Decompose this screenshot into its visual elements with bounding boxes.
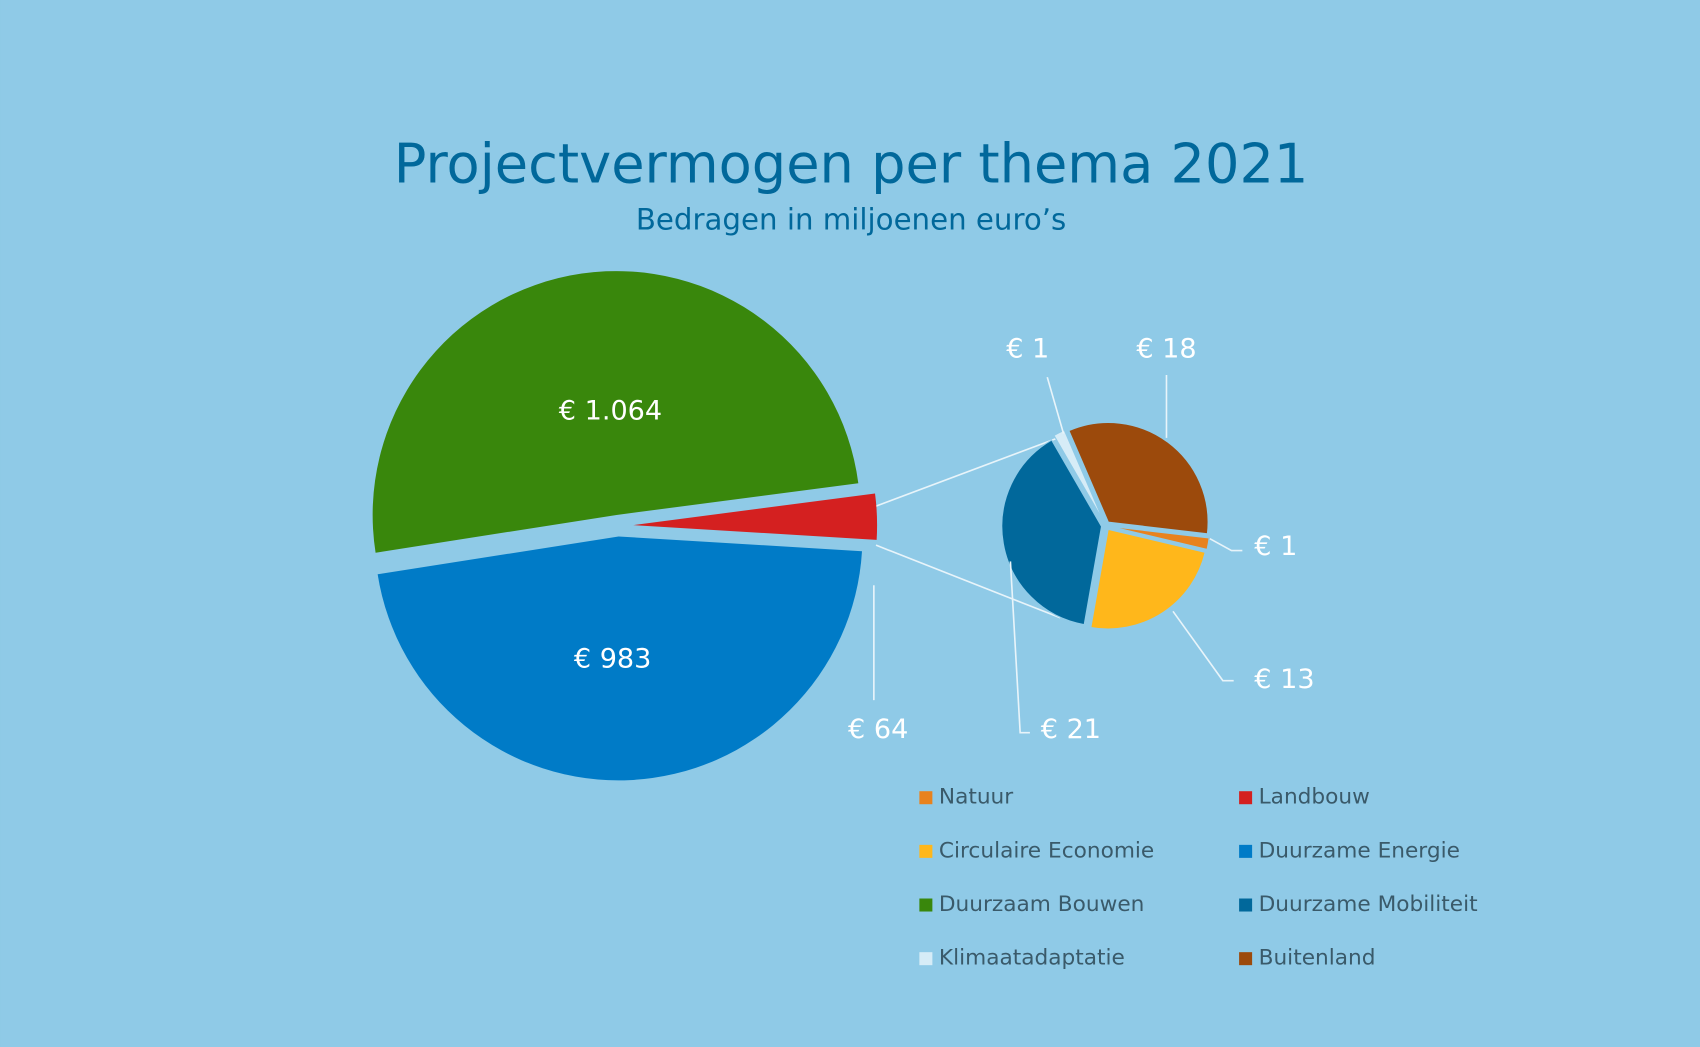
leader-line [1172, 610, 1234, 682]
pie-slice [377, 536, 862, 781]
legend-swatch [1239, 952, 1253, 966]
legend-label: Klimaatadaptatie [939, 946, 1125, 971]
leader-line [1209, 537, 1243, 552]
leader-line [1046, 376, 1065, 434]
legend-label: Landbouw [1259, 785, 1370, 810]
value-label: € 13 [1254, 664, 1314, 695]
value-label: € 64 [848, 714, 908, 745]
pie-slice [1109, 525, 1210, 551]
legend-label: Natuur [939, 785, 1013, 810]
legend-swatch [1239, 791, 1253, 805]
legend-label: Buitenland [1259, 946, 1376, 971]
value-label: € 18 [1136, 334, 1196, 365]
value-label: € 1 [1006, 334, 1049, 365]
legend-swatch [1239, 898, 1253, 912]
chart-subtitle: Bedragen in miljoenen euro’s [636, 203, 1066, 237]
pie-slice [1053, 429, 1105, 523]
legend-swatch [1239, 844, 1253, 858]
pie-slice [1090, 528, 1206, 630]
value-label: € 21 [1041, 714, 1101, 745]
leader-line [1009, 561, 1030, 734]
legend-swatch [919, 952, 933, 966]
legend-label: Duurzame Energie [1259, 838, 1460, 863]
chart-title: Projectvermogen per thema 2021 [394, 133, 1309, 196]
legend-label: Duurzame Mobiliteit [1259, 892, 1478, 917]
pie-slice [1001, 439, 1103, 626]
legend-swatch [919, 791, 933, 805]
pie-slice [633, 493, 878, 540]
legend-swatch [919, 844, 933, 858]
pie-slice [372, 271, 859, 553]
connector-line [875, 437, 1059, 507]
value-label: € 1.064 [559, 395, 662, 426]
legend-label: Duurzaam Bouwen [939, 892, 1145, 917]
value-label: € 983 [574, 644, 652, 675]
value-label: € 1 [1254, 531, 1297, 562]
legend-label: Circulaire Economie [939, 838, 1154, 863]
connector-line [875, 544, 1061, 619]
pie-slice [1068, 421, 1209, 535]
legend-swatch [919, 898, 933, 912]
